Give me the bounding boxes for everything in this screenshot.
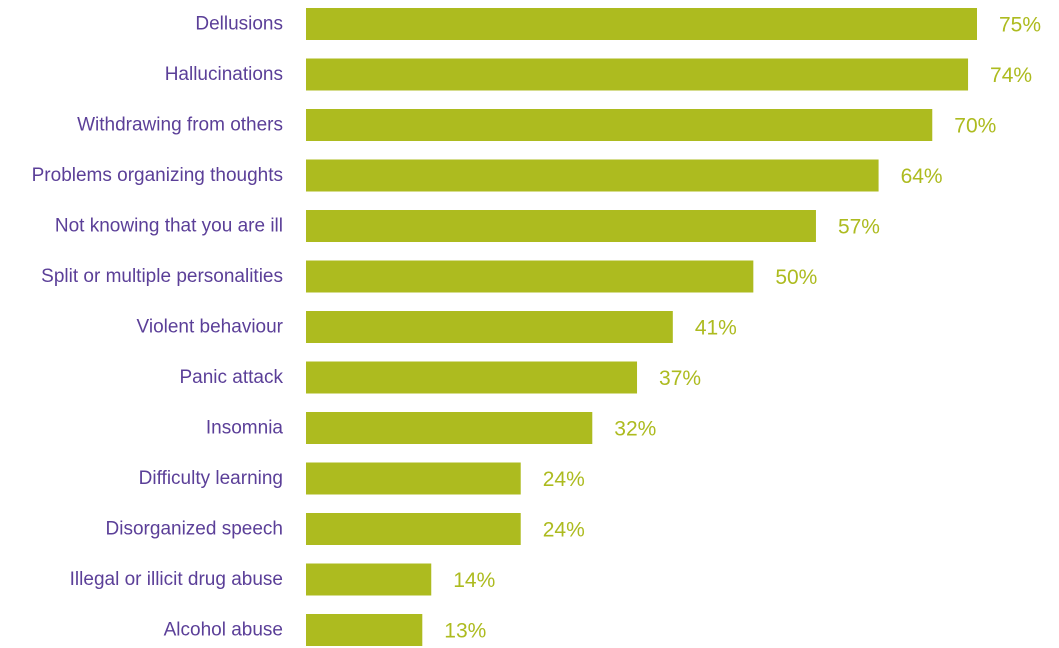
bar xyxy=(306,159,879,192)
category-label: Alcohol abuse xyxy=(164,620,283,641)
bar xyxy=(306,311,673,343)
value-label: 50% xyxy=(775,266,817,289)
category-label: Violent behaviour xyxy=(137,317,284,338)
category-label: Insomnia xyxy=(206,418,284,439)
bar xyxy=(306,462,521,495)
value-label: 37% xyxy=(659,367,701,390)
bar xyxy=(306,614,423,646)
category-label: Hallucinations xyxy=(165,64,283,85)
value-label: 75% xyxy=(999,14,1041,37)
bar xyxy=(306,210,816,242)
bar xyxy=(306,361,638,394)
bar xyxy=(306,260,754,293)
value-label: 41% xyxy=(695,317,737,340)
category-label: Illegal or illicit drug abuse xyxy=(70,569,283,590)
value-label: 32% xyxy=(614,418,656,441)
bar xyxy=(306,412,593,444)
category-label: Withdrawing from others xyxy=(77,115,283,136)
category-label: Problems organizing thoughts xyxy=(32,165,283,186)
bar xyxy=(306,513,521,545)
bar xyxy=(306,58,969,91)
value-label: 64% xyxy=(901,165,943,188)
bar xyxy=(306,109,933,141)
category-label: Dellusions xyxy=(195,14,283,35)
value-label: 24% xyxy=(543,519,585,542)
category-label: Difficulty learning xyxy=(139,468,283,489)
category-label: Not knowing that you are ill xyxy=(55,216,283,237)
value-label: 74% xyxy=(990,64,1032,87)
value-label: 14% xyxy=(453,569,495,592)
category-label: Disorganized speech xyxy=(106,519,283,540)
category-label: Split or multiple personalities xyxy=(41,266,283,287)
value-label: 13% xyxy=(444,620,486,643)
category-label: Panic attack xyxy=(180,367,284,388)
bar xyxy=(306,563,432,596)
value-label: 24% xyxy=(543,468,585,491)
value-label: 70% xyxy=(954,115,996,138)
value-label: 57% xyxy=(838,216,880,239)
bar xyxy=(306,8,977,40)
